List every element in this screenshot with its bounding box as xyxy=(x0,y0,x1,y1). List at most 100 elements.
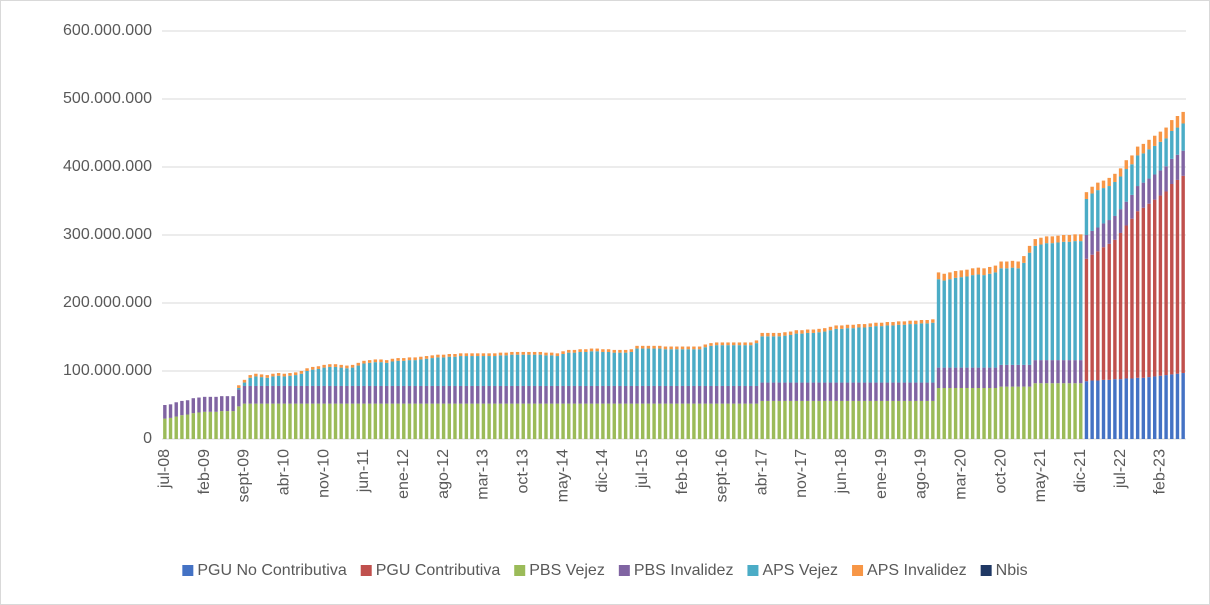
bar-segment xyxy=(493,385,497,404)
bar-segment xyxy=(345,368,349,386)
bar-segment xyxy=(1130,155,1134,165)
bar-segment xyxy=(834,328,838,383)
bar-segment xyxy=(567,385,571,404)
bar-segment xyxy=(470,353,474,357)
bar-segment xyxy=(1118,232,1123,380)
bar-segment xyxy=(1118,176,1123,210)
bar-segment xyxy=(419,385,423,404)
bar-segment xyxy=(794,330,799,334)
bar-segment xyxy=(902,400,907,439)
x-tick-label: sept-16 xyxy=(714,449,731,502)
bar-segment xyxy=(749,342,753,346)
bar-segment xyxy=(828,326,833,331)
bar-segment xyxy=(544,385,548,404)
bar-segment xyxy=(993,272,998,368)
bar-segment xyxy=(379,362,383,386)
bar-segment xyxy=(345,365,349,369)
bar-segment xyxy=(879,382,884,401)
bar-segment xyxy=(680,349,685,386)
bar-segment xyxy=(356,403,360,439)
bar-segment xyxy=(527,403,531,439)
bar-segment xyxy=(953,277,958,368)
bar-segment xyxy=(908,400,912,439)
bar-segment xyxy=(254,373,258,377)
bar-segment xyxy=(1101,223,1106,248)
x-tick-label: jun-18 xyxy=(833,449,850,495)
bar-segment xyxy=(242,385,247,404)
bar-segment xyxy=(1056,383,1060,439)
bar-segment xyxy=(1016,386,1020,439)
bar-segment xyxy=(885,325,890,383)
bar-segment xyxy=(538,403,543,439)
bar-segment xyxy=(413,403,417,439)
bar-segment xyxy=(1022,386,1026,439)
bar-segment xyxy=(430,385,434,404)
bar-segment xyxy=(714,345,719,386)
x-tick-label: dic-14 xyxy=(594,449,611,493)
bar-segment xyxy=(1141,377,1146,439)
bar-segment xyxy=(669,349,673,386)
bar-segment xyxy=(567,403,571,439)
bar-segment xyxy=(788,331,793,335)
bar-segment xyxy=(1010,260,1015,268)
bar-segment xyxy=(1016,364,1020,387)
bar-segment xyxy=(180,400,184,416)
bar-segment xyxy=(1022,262,1026,365)
bar-segment xyxy=(612,352,616,386)
bar-segment xyxy=(970,367,975,388)
bar-segment xyxy=(458,403,463,439)
bar-segment xyxy=(823,400,827,439)
bar-segment xyxy=(999,364,1003,387)
bar-segment xyxy=(424,358,429,386)
bar-segment xyxy=(1141,153,1146,183)
x-tick-label: may-21 xyxy=(1032,449,1049,502)
bar-segment xyxy=(965,269,969,277)
bar-segment xyxy=(1090,254,1094,381)
bar-segment xyxy=(447,354,451,357)
bar-segment xyxy=(419,356,423,360)
bar-segment xyxy=(567,349,571,353)
bar-segment xyxy=(390,361,395,386)
bar-segment xyxy=(458,385,463,404)
legend-swatch xyxy=(618,565,630,576)
bar-segment xyxy=(328,403,332,439)
bar-segment xyxy=(185,414,190,439)
bar-segment xyxy=(510,351,514,355)
bar-segment xyxy=(1033,245,1037,361)
bar-segment xyxy=(572,403,577,439)
bar-segment xyxy=(629,349,634,352)
bar-segment xyxy=(311,403,315,439)
bar-segment xyxy=(532,354,537,386)
bar-segment xyxy=(1084,192,1089,199)
bar-segment xyxy=(646,348,651,386)
bar-segment xyxy=(800,333,804,383)
bar-segment xyxy=(760,332,764,337)
bar-segment xyxy=(1050,243,1055,361)
bar-segment xyxy=(1118,379,1123,439)
bar-segment xyxy=(356,362,360,366)
bar-segment xyxy=(908,382,912,401)
bar-segment xyxy=(1147,149,1151,179)
bar-segment xyxy=(925,323,929,383)
bar-segment xyxy=(675,403,679,439)
bar-segment xyxy=(555,403,560,439)
bar-segment xyxy=(350,367,355,386)
legend-swatch xyxy=(747,565,759,576)
bar-segment xyxy=(208,411,213,439)
bar-segment xyxy=(498,403,503,439)
bar-segment xyxy=(1113,181,1117,216)
bar-segment xyxy=(783,400,787,439)
bar-segment xyxy=(874,326,878,383)
bar-segment xyxy=(800,400,804,439)
bar-segment xyxy=(584,349,588,352)
bar-segment xyxy=(641,403,645,439)
legend-swatch xyxy=(980,565,992,576)
legend-label: PGU Contributiva xyxy=(376,562,501,579)
bar-segment xyxy=(629,351,634,386)
bar-segment xyxy=(419,403,423,439)
bar-segment xyxy=(1050,360,1055,384)
bar-segment xyxy=(168,404,173,418)
bar-segment xyxy=(362,363,366,386)
bar-segment xyxy=(845,328,850,383)
bar-segment xyxy=(1124,378,1128,439)
